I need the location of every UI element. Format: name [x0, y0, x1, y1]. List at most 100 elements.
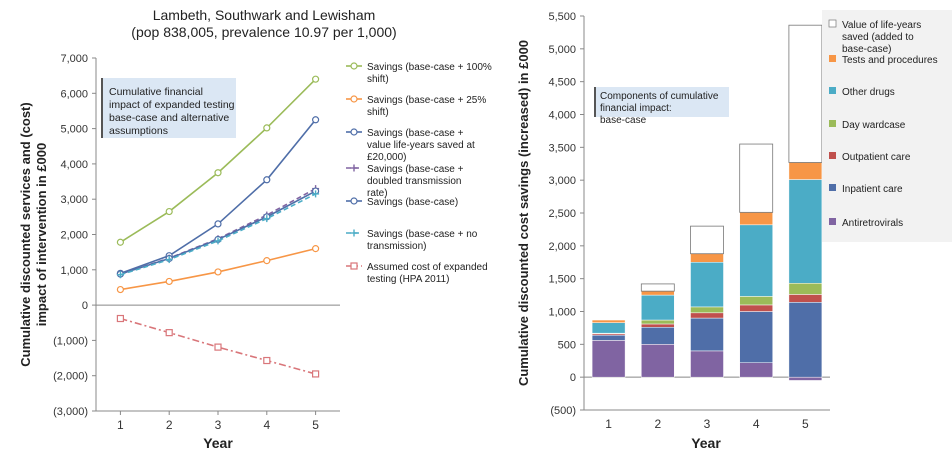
- left-series-1-point: [263, 257, 271, 265]
- right-y-tick-label: 3,500: [548, 142, 576, 154]
- legend-label: Value of life-years saved (added to base-c…: [842, 20, 921, 55]
- legend-label: Assumed cost of expanded testing (HPA 201…: [367, 262, 488, 285]
- left-series-6-point: [165, 329, 173, 337]
- left-y-tick-label: 4,000: [60, 159, 88, 171]
- legend-swatch-marker: [350, 164, 358, 172]
- right-y-tick-label: 4,000: [548, 110, 576, 122]
- right-y-tick-label: 1,000: [548, 307, 576, 319]
- bar-segment-5: [690, 253, 724, 263]
- bar-segment-4: [641, 294, 675, 321]
- left-x-axis-label: Year: [203, 435, 233, 451]
- left-legend: Savings (base-case + 100% shift) Savings (…: [340, 55, 515, 289]
- left-line-chart: Lambeth, Southwark and Lewisham (pop 838…: [18, 7, 515, 451]
- left-series-line-4: [120, 190, 316, 275]
- right-x-axis-label: Year: [691, 435, 721, 451]
- left-series-1-point: [165, 277, 173, 286]
- legend-label: Savings (base-case + no transmission): [367, 229, 478, 252]
- bar-segment-5: [641, 290, 675, 296]
- right-x-tick-label: 4: [753, 417, 760, 431]
- legend-swatch-marker: [350, 197, 358, 205]
- right-y-tick-label: 5,500: [548, 11, 576, 23]
- left-series-2-point: [214, 220, 222, 228]
- left-chart-title: Lambeth, Southwark and Lewisham: [153, 7, 376, 23]
- legend-label: Antiretrovirals: [842, 218, 903, 229]
- legend-label: Savings (base-case + 25% shift): [367, 95, 486, 118]
- left-y-tick-label: 1,000: [60, 265, 88, 277]
- bar-segment-5: [591, 319, 626, 323]
- bar-segment-4: [690, 262, 724, 308]
- legend-swatch: [829, 184, 836, 191]
- right-x-tick-label: 3: [704, 417, 711, 431]
- left-series-6-point: [312, 370, 320, 378]
- legend-label: Other drugs: [842, 87, 895, 98]
- left-series-1-point: [214, 268, 222, 276]
- right-y-tick-label: 2,000: [548, 241, 576, 253]
- right-stacked-bar-chart: Cumulative discounted cost savings (incr…: [516, 10, 952, 451]
- legend-swatch-marker: [350, 95, 358, 103]
- left-series-0-point: [165, 207, 173, 216]
- bar-segment-0: [788, 376, 823, 381]
- right-y-tick-label: 0: [570, 372, 576, 384]
- left-series-5-point: [116, 271, 124, 279]
- right-y-tick-label: 1,500: [548, 274, 576, 286]
- bar-segment-2: [690, 312, 724, 319]
- bar-segment-0: [690, 350, 724, 378]
- left-chart-subtitle: (pop 838,005, prevalence 10.97 per 1,000…: [131, 24, 396, 40]
- right-annotation-bg: [595, 87, 729, 117]
- right-y-tick-label: 2,500: [548, 208, 576, 220]
- left-series-line-3: [120, 187, 316, 275]
- bar-segment-6: [739, 143, 774, 213]
- left-series-1-point: [116, 285, 125, 294]
- left-y-tick-label: (3,000): [53, 406, 88, 418]
- bar-segment-3: [690, 306, 724, 314]
- left-series-5-point: [263, 215, 271, 223]
- left-y-tick-label: 6,000: [60, 88, 88, 100]
- legend-swatch: [829, 55, 836, 62]
- legend-label: Savings (base-case + doubled transmission…: [367, 164, 464, 199]
- right-y-tick-label: (500): [550, 405, 576, 417]
- left-series-line-5: [120, 193, 316, 276]
- legend-swatch: [829, 120, 836, 127]
- bar-segment-3: [739, 296, 773, 306]
- legend-label: Day wardcase: [842, 120, 906, 131]
- right-annotation-text: Components of cumulative financial impact…: [600, 91, 719, 126]
- right-legend-bg: [822, 10, 952, 242]
- legend-swatch-marker: [350, 229, 358, 237]
- legend-label: Outpatient care: [842, 152, 911, 163]
- left-series-6-point: [214, 343, 222, 351]
- left-series-1-point: [312, 245, 320, 253]
- left-series-5-point: [214, 237, 222, 245]
- right-x-tick-label: 5: [802, 417, 809, 431]
- right-y-tick-label: 3,000: [548, 175, 576, 187]
- right-annotation-box: Components of cumulative financial impact…: [594, 87, 729, 126]
- left-y-axis-label: Cumulative discounted services and (cost…: [18, 102, 49, 366]
- bar-segment-2: [788, 294, 823, 303]
- left-y-tick-label: 7,000: [60, 53, 88, 65]
- left-series-5-point: [165, 256, 173, 264]
- left-series-0-point: [116, 238, 125, 246]
- bar-segment-2: [739, 304, 773, 312]
- legend-swatch: [829, 152, 836, 159]
- legend-label: Inpatient care: [842, 184, 903, 195]
- left-series-5-point: [312, 190, 320, 198]
- bar-segment-1: [641, 327, 675, 345]
- left-annotation-text: Cumulative financial impact of expanded t…: [109, 86, 235, 137]
- right-legend: Value of life-years saved (added to base-c…: [822, 10, 952, 242]
- left-series-0-point: [214, 169, 222, 177]
- bar-segment-4: [591, 322, 626, 334]
- left-y-tick-label: 3,000: [60, 194, 88, 206]
- left-y-tick-label: (1,000): [53, 335, 88, 347]
- bar-segment-0: [591, 340, 626, 378]
- left-x-tick-label: 3: [215, 418, 222, 432]
- legend-label: Savings (base-case): [367, 197, 458, 208]
- bar-segment-0: [739, 362, 773, 378]
- left-series-0-point: [312, 75, 320, 83]
- left-series-0-point: [263, 124, 271, 132]
- left-x-tick-label: 2: [166, 418, 173, 432]
- right-y-tick-label: 4,500: [548, 77, 576, 89]
- legend-label: Savings (base-case + value life-years sav…: [367, 128, 475, 163]
- left-series-2-point: [312, 116, 320, 124]
- bar-segment-1: [591, 334, 626, 341]
- left-series-2-point: [263, 176, 271, 184]
